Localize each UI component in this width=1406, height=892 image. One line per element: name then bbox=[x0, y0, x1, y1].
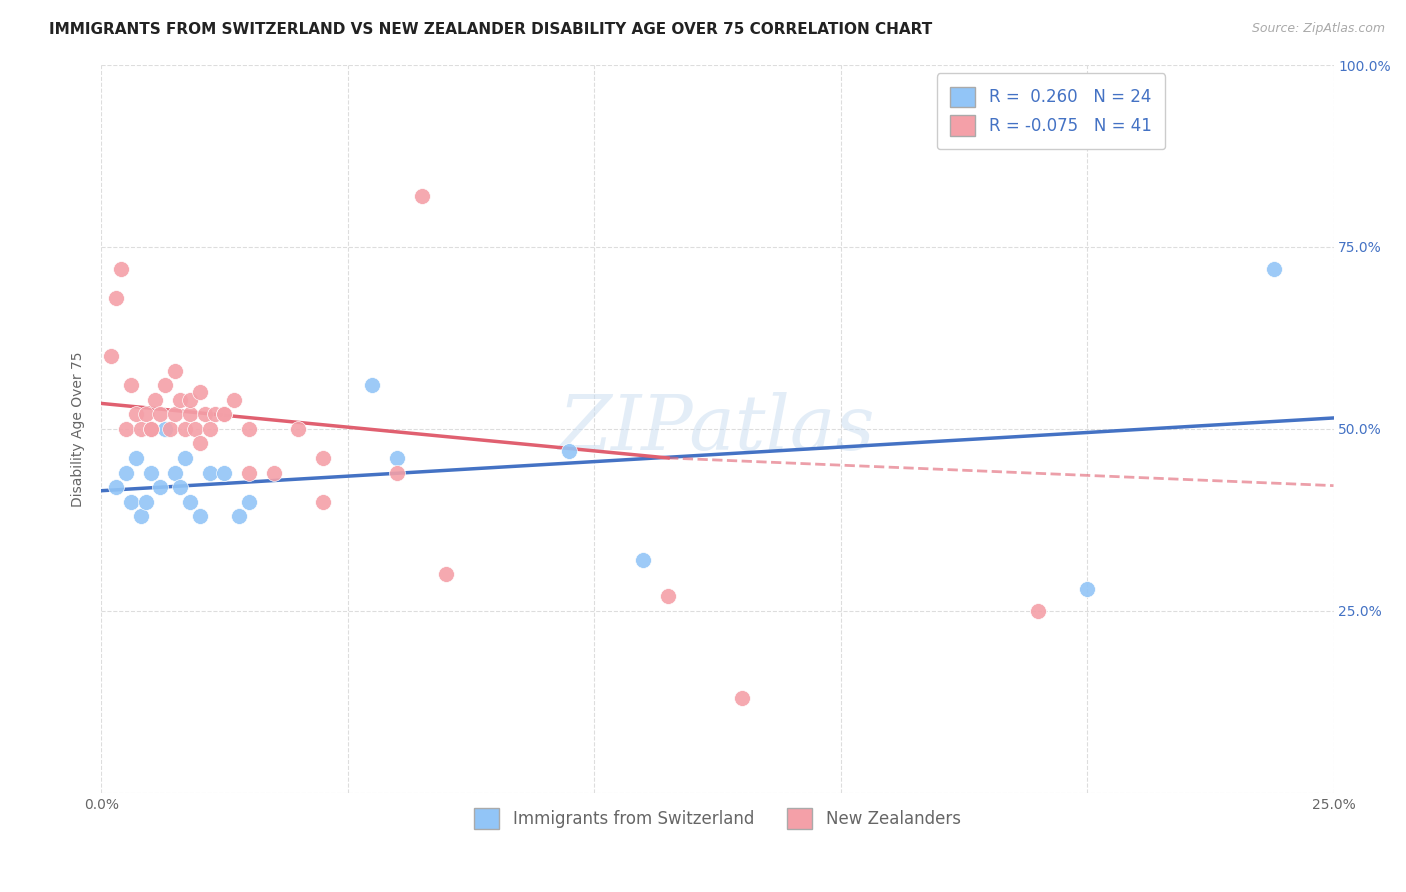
Point bbox=[194, 407, 217, 421]
Point bbox=[174, 450, 197, 465]
Point bbox=[165, 466, 187, 480]
Point bbox=[125, 407, 148, 421]
Point bbox=[1263, 261, 1285, 276]
Point bbox=[139, 466, 162, 480]
Point bbox=[135, 407, 157, 421]
Point bbox=[165, 364, 187, 378]
Point bbox=[155, 378, 177, 392]
Point bbox=[361, 378, 384, 392]
Point bbox=[228, 509, 250, 524]
Point bbox=[263, 466, 285, 480]
Point bbox=[434, 567, 457, 582]
Point bbox=[657, 589, 679, 603]
Point bbox=[1026, 604, 1049, 618]
Point bbox=[125, 450, 148, 465]
Point bbox=[139, 422, 162, 436]
Point bbox=[238, 422, 260, 436]
Point bbox=[287, 422, 309, 436]
Point bbox=[198, 466, 221, 480]
Point bbox=[179, 494, 201, 508]
Point bbox=[169, 480, 191, 494]
Point bbox=[159, 422, 181, 436]
Point bbox=[139, 422, 162, 436]
Point bbox=[224, 392, 246, 407]
Text: Source: ZipAtlas.com: Source: ZipAtlas.com bbox=[1251, 22, 1385, 36]
Point bbox=[169, 392, 191, 407]
Point bbox=[165, 407, 187, 421]
Y-axis label: Disability Age Over 75: Disability Age Over 75 bbox=[72, 351, 86, 507]
Point bbox=[238, 466, 260, 480]
Point bbox=[145, 392, 167, 407]
Point bbox=[100, 349, 122, 363]
Point bbox=[633, 553, 655, 567]
Point bbox=[238, 494, 260, 508]
Point bbox=[312, 494, 335, 508]
Point bbox=[188, 509, 211, 524]
Point bbox=[214, 466, 236, 480]
Point bbox=[179, 392, 201, 407]
Point bbox=[115, 466, 138, 480]
Point bbox=[312, 450, 335, 465]
Point bbox=[129, 422, 152, 436]
Point bbox=[198, 422, 221, 436]
Point bbox=[184, 422, 207, 436]
Point bbox=[105, 291, 128, 305]
Point bbox=[120, 378, 142, 392]
Point bbox=[214, 407, 236, 421]
Point bbox=[115, 422, 138, 436]
Point bbox=[558, 443, 581, 458]
Point bbox=[1076, 582, 1098, 596]
Point bbox=[731, 691, 754, 706]
Point bbox=[385, 466, 408, 480]
Point bbox=[214, 407, 236, 421]
Point bbox=[188, 385, 211, 400]
Point bbox=[155, 422, 177, 436]
Point bbox=[411, 189, 433, 203]
Point bbox=[188, 436, 211, 450]
Point bbox=[135, 494, 157, 508]
Text: ZIPatlas: ZIPatlas bbox=[560, 392, 876, 466]
Point bbox=[174, 422, 197, 436]
Point bbox=[129, 509, 152, 524]
Point bbox=[120, 494, 142, 508]
Legend: Immigrants from Switzerland, New Zealanders: Immigrants from Switzerland, New Zealand… bbox=[468, 802, 967, 835]
Point bbox=[385, 450, 408, 465]
Text: IMMIGRANTS FROM SWITZERLAND VS NEW ZEALANDER DISABILITY AGE OVER 75 CORRELATION : IMMIGRANTS FROM SWITZERLAND VS NEW ZEALA… bbox=[49, 22, 932, 37]
Point bbox=[105, 480, 128, 494]
Point bbox=[110, 261, 132, 276]
Point bbox=[204, 407, 226, 421]
Point bbox=[149, 407, 172, 421]
Point bbox=[149, 480, 172, 494]
Point bbox=[179, 407, 201, 421]
